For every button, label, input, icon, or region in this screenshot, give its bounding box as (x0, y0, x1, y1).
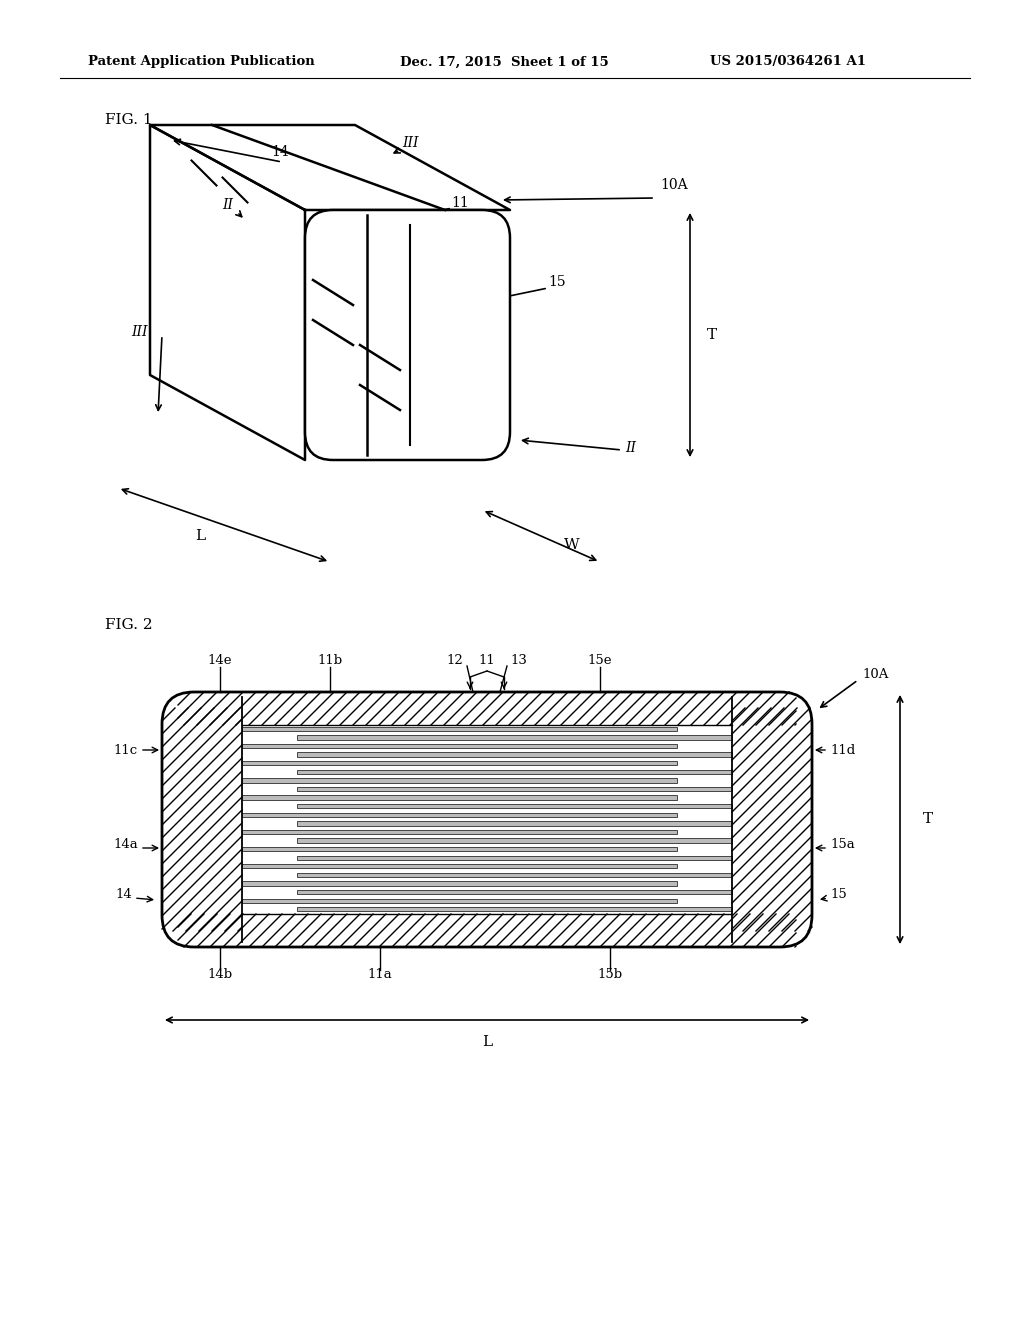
Text: W: W (564, 539, 580, 552)
FancyBboxPatch shape (305, 210, 510, 459)
Text: FIG. 1: FIG. 1 (105, 114, 153, 127)
Text: II: II (625, 441, 636, 455)
Text: III: III (131, 325, 148, 339)
Bar (242, 813, 677, 817)
Bar (242, 744, 677, 748)
Text: II: II (222, 198, 233, 213)
Text: 11a: 11a (368, 969, 392, 982)
Bar (297, 873, 732, 876)
Bar (242, 796, 677, 800)
Text: T: T (707, 327, 717, 342)
Bar (297, 787, 732, 791)
Text: L: L (482, 1035, 493, 1049)
Bar (297, 770, 732, 774)
Text: 11b: 11b (317, 655, 343, 668)
Bar (297, 821, 732, 825)
Text: 14a: 14a (114, 838, 138, 851)
Text: 14: 14 (271, 145, 289, 158)
Text: 15a: 15a (830, 838, 855, 851)
Text: 14: 14 (116, 888, 132, 902)
Bar (242, 882, 677, 886)
Text: Patent Application Publication: Patent Application Publication (88, 55, 314, 69)
Bar (242, 847, 677, 851)
Text: 15b: 15b (597, 969, 623, 982)
Bar (242, 779, 677, 783)
Text: 12: 12 (446, 655, 463, 668)
Text: 14e: 14e (208, 655, 232, 668)
Text: Dec. 17, 2015  Sheet 1 of 15: Dec. 17, 2015 Sheet 1 of 15 (400, 55, 608, 69)
Bar (297, 907, 732, 911)
Polygon shape (150, 125, 510, 210)
Text: 11: 11 (478, 653, 496, 667)
Text: 11: 11 (452, 195, 469, 210)
Bar (242, 899, 677, 903)
Text: FIG. 2: FIG. 2 (105, 618, 153, 632)
Bar (242, 830, 677, 834)
Bar (242, 865, 677, 869)
Polygon shape (150, 125, 305, 459)
Bar (297, 735, 732, 739)
Text: III: III (401, 136, 418, 150)
Bar (297, 752, 732, 756)
Bar (242, 762, 677, 766)
Bar (297, 838, 732, 842)
Text: 11d: 11d (830, 743, 855, 756)
Bar (297, 890, 732, 894)
Text: 13: 13 (510, 655, 527, 668)
Text: 15: 15 (830, 888, 847, 902)
Bar (297, 855, 732, 859)
Text: L: L (195, 529, 205, 543)
Text: 10A: 10A (862, 668, 889, 681)
Bar (242, 727, 677, 731)
Text: US 2015/0364261 A1: US 2015/0364261 A1 (710, 55, 866, 69)
Bar (297, 804, 732, 808)
Text: 11c: 11c (114, 743, 138, 756)
FancyBboxPatch shape (162, 692, 812, 946)
Text: 15: 15 (548, 275, 565, 289)
Text: T: T (923, 812, 933, 826)
Text: 10A: 10A (660, 178, 688, 191)
Text: 15e: 15e (588, 655, 612, 668)
Text: 14b: 14b (208, 969, 232, 982)
